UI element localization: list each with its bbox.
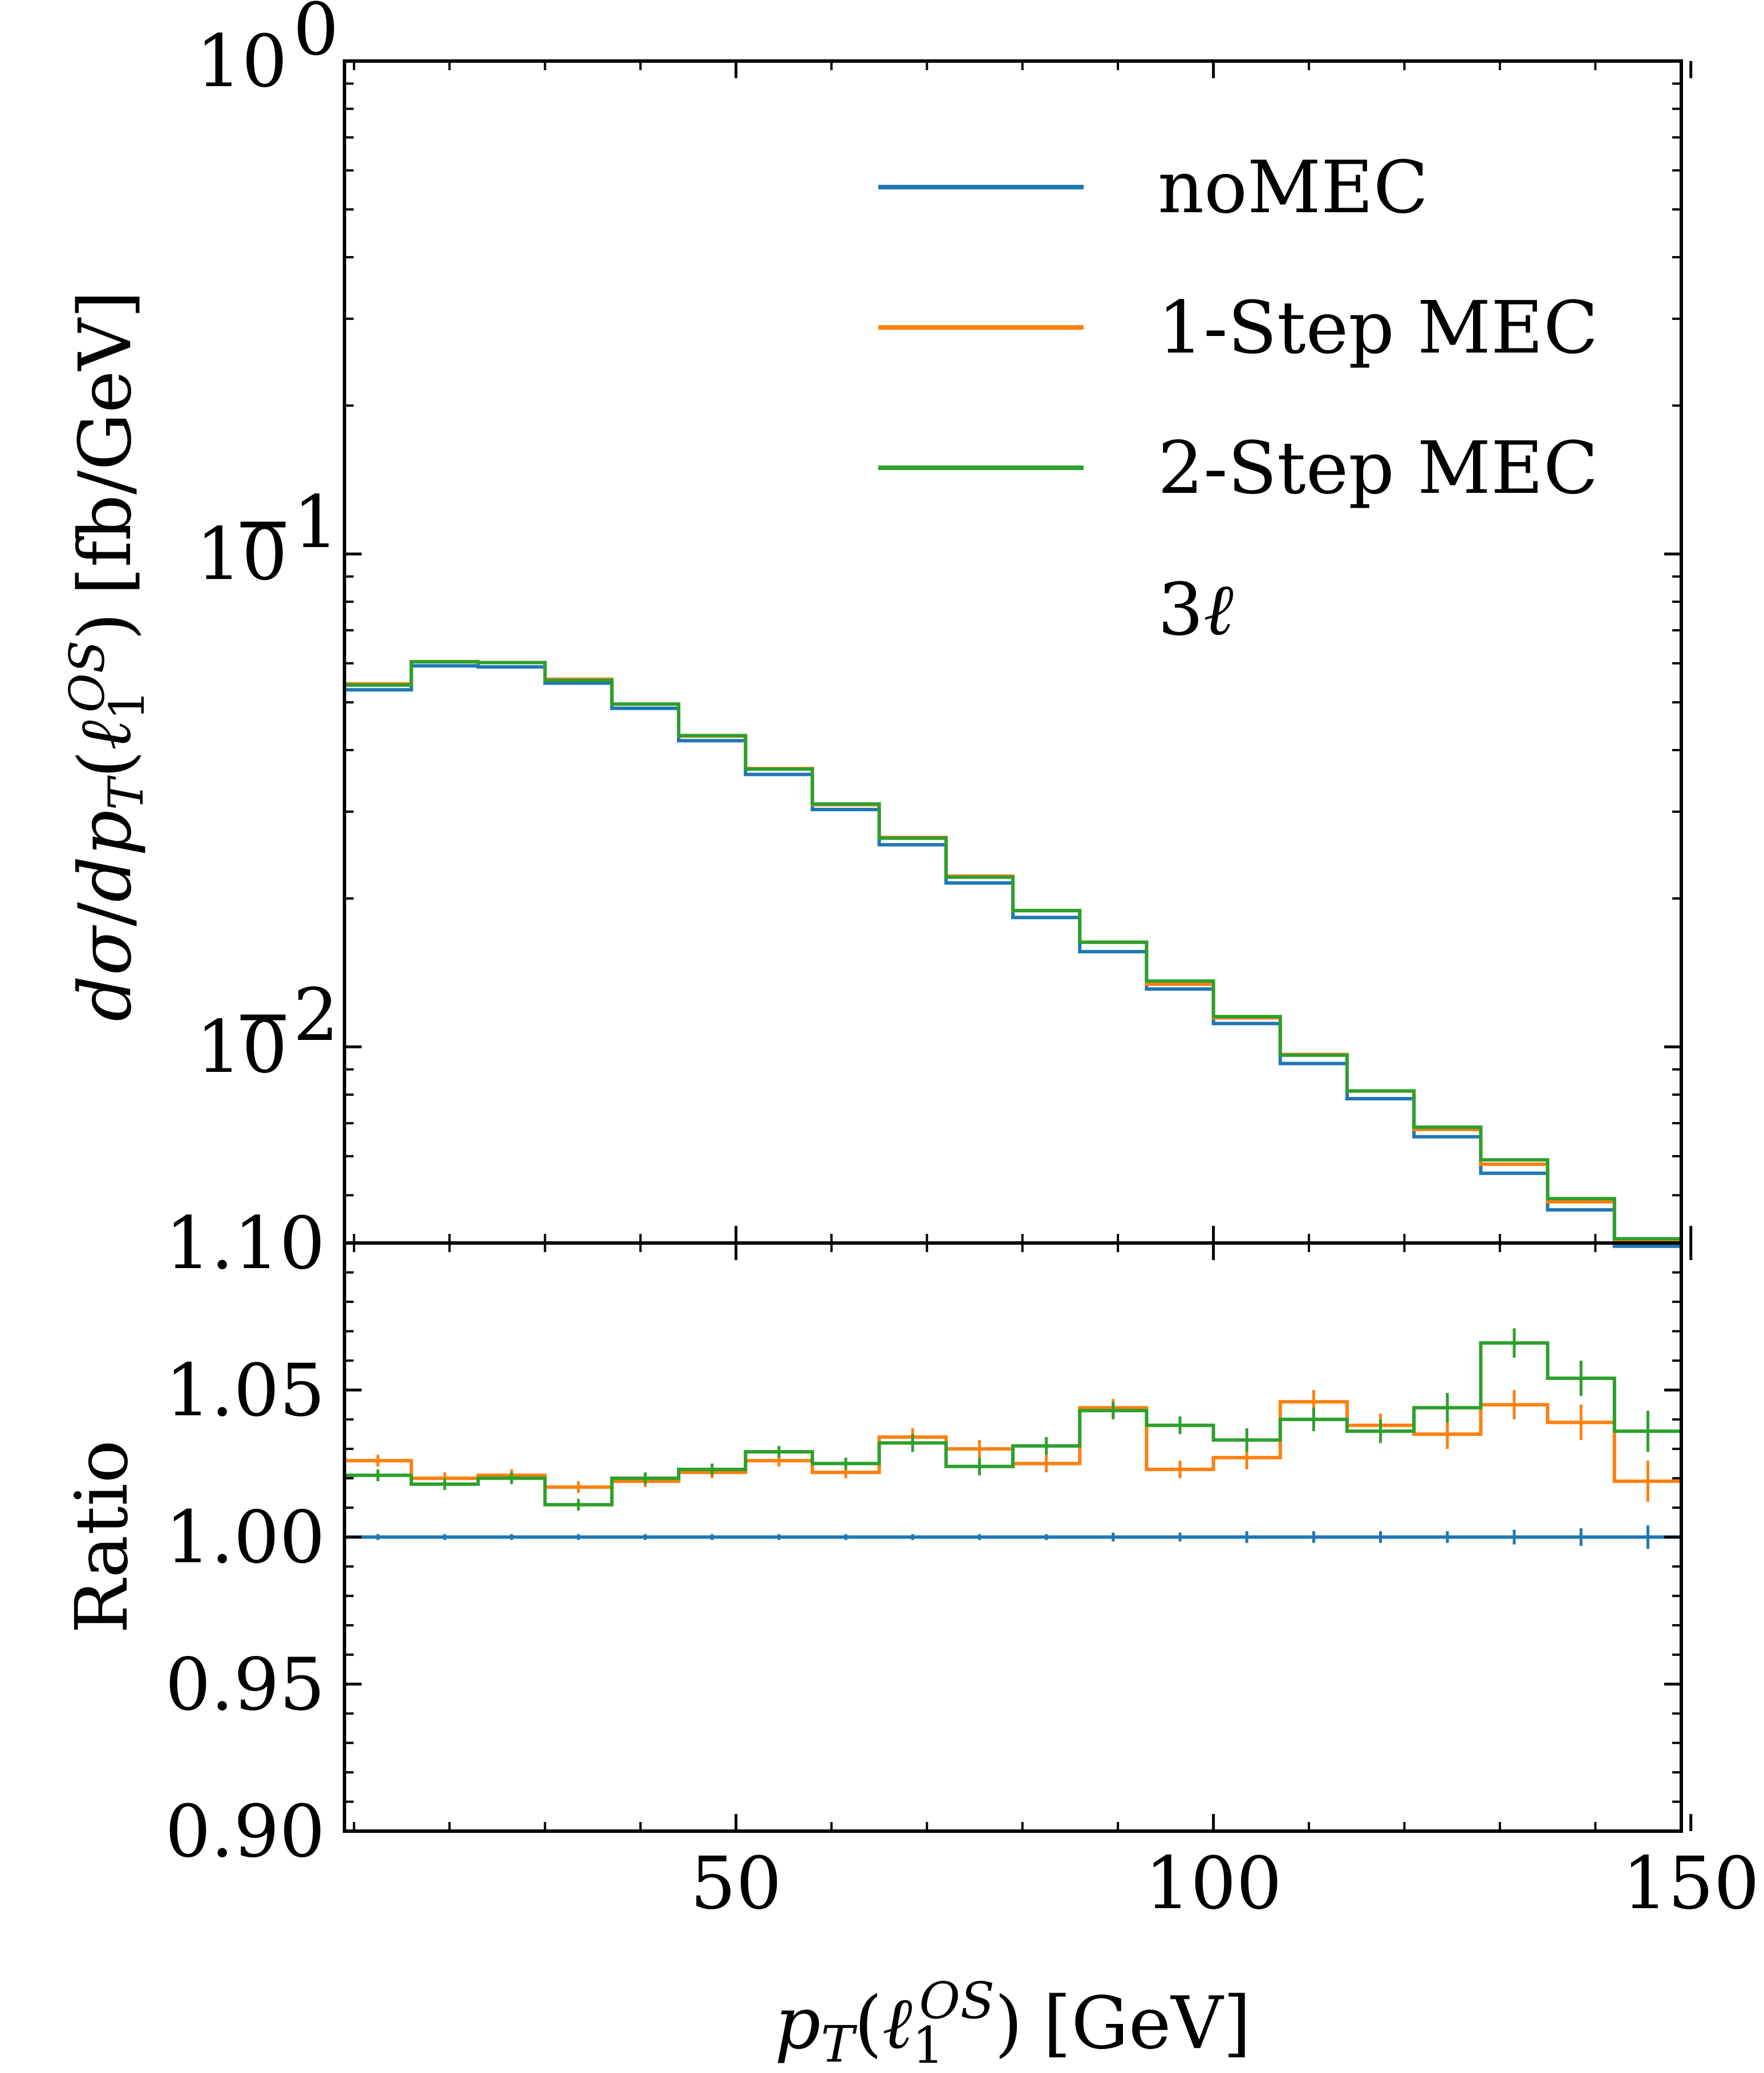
x-tick-labels: 50 100 150 [690,1841,1759,1925]
tick-base: 10 [196,1005,287,1089]
legend-note: 3ℓ [1158,568,1234,651]
main-y-tick-label: 10 [196,1005,287,1089]
main-y-tick-label: 10 [196,19,287,103]
ratio-y-tick-label: 1.00 [165,1496,325,1580]
ylabel-unit: [fb/GeV] [63,290,147,595]
main-y-tick-exponent: −2 [233,973,339,1057]
legend-label: 2-Step MEC [1158,426,1598,510]
main-series-2-step-mec [344,660,1681,1241]
legend-label: noMEC [1158,145,1428,229]
x-axis-title: pT(ℓ1OS) [GeV] [774,1971,1251,2073]
ratio-y-tick-label: 0.90 [165,1789,325,1873]
xlabel-p: p [774,1981,821,2065]
ratio-panel: 0.90 0.95 1.00 1.05 1.10 50 100 150 Ratio pT(ℓ… [60,1201,1759,2073]
ratio-y-axis-title: Ratio [60,1440,144,1634]
ylabel-dp: dp [63,810,147,902]
main-y-tick-exponent: 0 [293,0,339,71]
main-y-tick-label: 10 [196,512,287,596]
main-y-tick-exponent: −1 [233,480,339,564]
legend-note-ell: ℓ [1203,568,1233,651]
main-series-group [344,659,1681,1248]
xlabel-sub1: 1 [912,2016,944,2073]
tick-base: 10 [196,512,287,596]
ylabel-ell: ℓ [63,720,147,750]
ratio-y-tick-label: 0.95 [165,1642,325,1726]
main-y-axis-title: dσ/dpT(ℓ1OS) [fb/GeV] [59,290,155,1021]
ylabel-sub1: 1 [99,690,155,720]
xlabel-supOS: OS [919,1971,994,2030]
ylabel-open-paren: ( [63,750,147,778]
main-panel: 10 010−110−2 dσ/dpT(ℓ1OS)[fb/GeV] noMEC1-… [59,0,1693,1248]
ylabel-supOS: OS [59,641,115,712]
ratio-y-tick-labels: 0.90 0.95 1.00 1.05 1.10 [165,1201,325,1873]
legend: noMEC 1-Step MEC 2-Step MEC [878,145,1598,510]
ratio-y-tick-label: 1.05 [165,1349,325,1432]
x-tick-label: 50 [690,1841,781,1925]
ratio-panel-frame [343,1241,1683,1833]
xlabel-ell: ℓ [882,1981,912,2065]
xlabel-T: T [821,2015,858,2073]
tick-base: 10 [196,19,287,103]
ylabel-sigma: σ [63,925,147,975]
ylabel-T: T [98,775,154,810]
x-tick-label: 100 [1145,1841,1282,1925]
ylabel-d1: d [63,975,147,1022]
main-y-tick-labels: 10 010−110−2 [196,0,339,1089]
xlabel-unit: [GeV] [1043,1981,1251,2065]
legend-label: 1-Step MEC [1158,286,1598,370]
ylabel-slash: / [63,902,147,926]
ratio-y-tick-label: 1.10 [165,1201,325,1285]
x-tick-label: 150 [1622,1841,1759,1925]
xlabel-close-paren: ) [995,1981,1023,2065]
xlabel-open-paren: ( [854,1981,882,2065]
legend-note-number: 3 [1158,568,1203,651]
ratio-series-group [344,1328,1681,1549]
ylabel-close-paren: ) [63,613,147,641]
